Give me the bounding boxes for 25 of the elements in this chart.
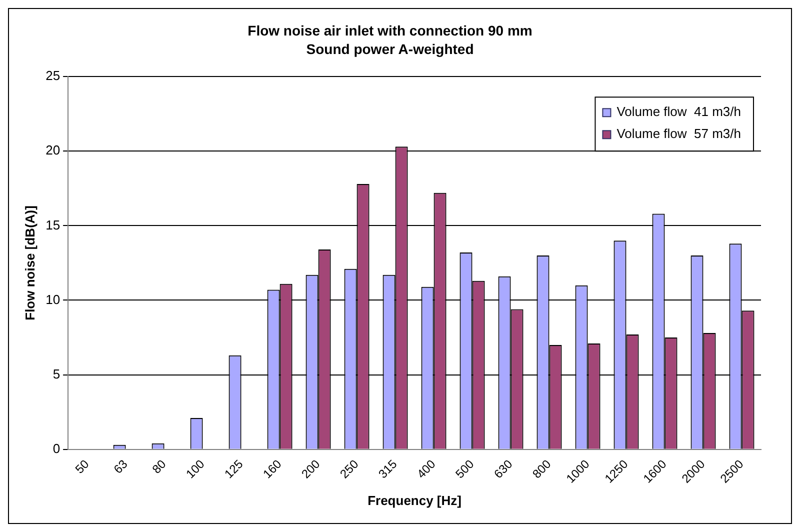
x-tick-label: 50 <box>72 456 92 476</box>
chart-title: Flow noise air inlet with connection 90 mm <box>248 22 532 38</box>
y-tick-label: 15 <box>46 217 60 232</box>
y-tick-label: 20 <box>46 142 60 158</box>
x-tick-label: 100 <box>183 456 208 482</box>
x-tick-label: 200 <box>298 456 323 482</box>
y-tick-label: 5 <box>52 366 60 382</box>
x-tick-label: 800 <box>530 456 554 482</box>
y-tick-label: 0 <box>52 440 60 456</box>
x-tick-label: 160 <box>260 456 284 482</box>
legend-label: Volume flow 57 m3/h <box>616 126 742 142</box>
x-tick-label: 400 <box>414 456 438 482</box>
y-axis-title: Flow noise [dB(A)] <box>22 206 38 320</box>
y-tick-label: 10 <box>46 292 60 307</box>
x-tick-label: 80 <box>149 456 169 476</box>
x-tick-label: 63 <box>110 456 130 476</box>
x-tick-label: 125 <box>222 456 246 482</box>
x-tick-label: 630 <box>491 456 516 482</box>
x-tick-label: 315 <box>376 456 400 482</box>
y-tick-label: 25 <box>46 68 60 84</box>
x-tick-label: 500 <box>452 456 477 482</box>
x-tick-label: 250 <box>337 456 362 482</box>
legend-label: Volume flow 41 m3/h <box>616 104 742 120</box>
x-axis-title: Frequency [Hz] <box>368 492 462 508</box>
chart-subtitle: Sound power A-weighted <box>306 41 474 58</box>
